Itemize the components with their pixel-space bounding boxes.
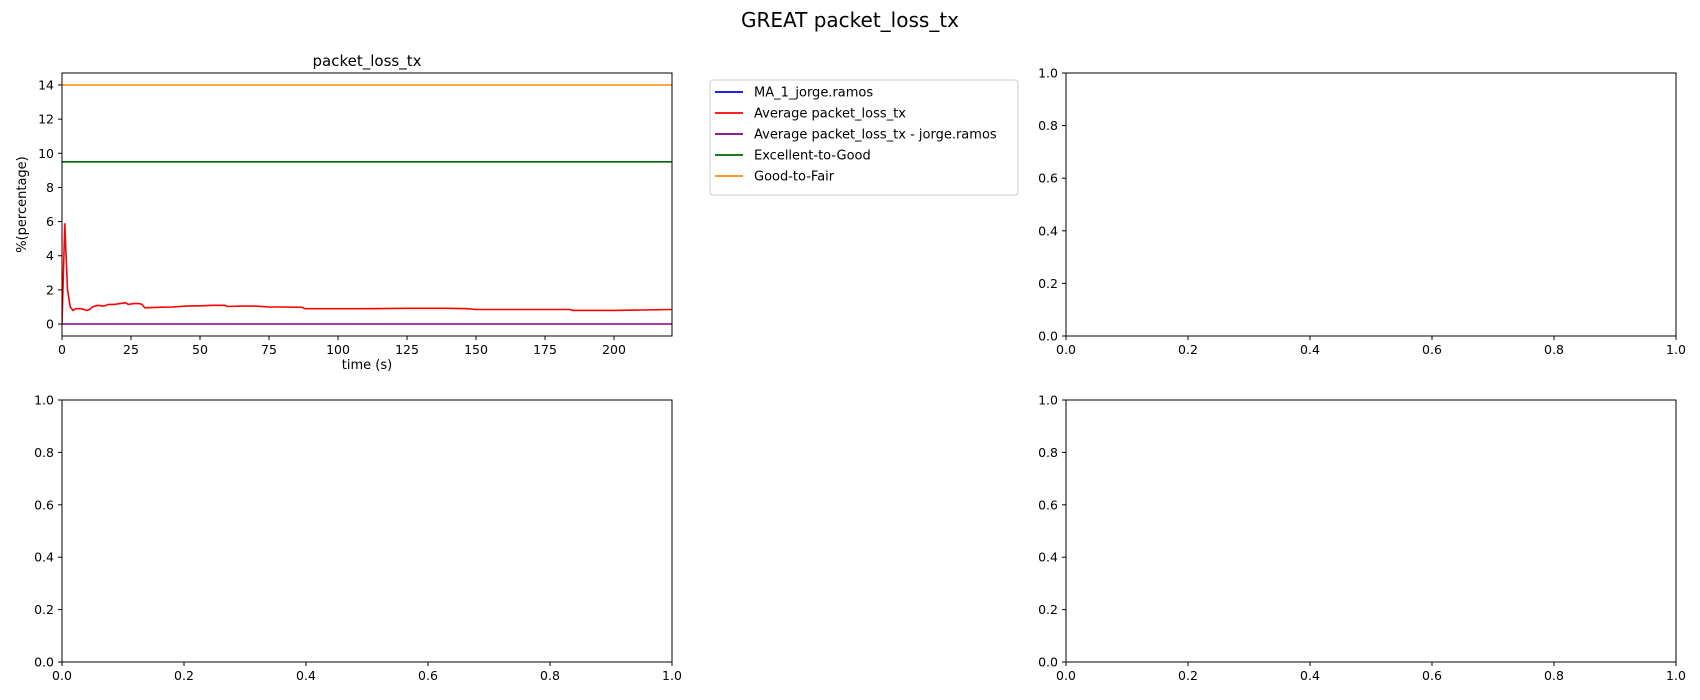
y-tick-label: 0.0 xyxy=(1038,329,1058,344)
x-tick-label: 50 xyxy=(192,342,208,357)
legend-box xyxy=(709,79,1019,196)
x-tick-label: 0.4 xyxy=(296,668,316,683)
x-tick-label: 0.0 xyxy=(1056,668,1076,683)
x-tick-label: 0.6 xyxy=(418,668,438,683)
axes-frame xyxy=(61,72,673,337)
legend-entry: Good-to-Fair xyxy=(754,170,835,185)
y-tick-label: 0.8 xyxy=(34,445,54,460)
axes-frame xyxy=(1065,399,1677,663)
x-tick-label: 0.2 xyxy=(174,668,194,683)
x-tick-label: 0.2 xyxy=(1178,668,1198,683)
x-tick-label: 0.2 xyxy=(1178,342,1198,357)
y-axis-label: %(percentage) xyxy=(15,156,30,253)
chart-panel-top-right: 0.0 0.2 0.4 0.6 0.8 1.0 0.0 0.2 0.4 0.6 0.8 1.0 xyxy=(1038,66,1686,358)
x-tick-label: 200 xyxy=(602,342,626,357)
series-line-average xyxy=(62,223,672,325)
x-tick-label: 0.4 xyxy=(1300,342,1320,357)
y-tick-label: 0.6 xyxy=(1038,171,1058,186)
y-tick-label: 0.0 xyxy=(34,655,54,670)
y-tick-label: 2 xyxy=(46,282,54,297)
x-tick-label: 0.8 xyxy=(540,668,560,683)
y-tick-label: 0.2 xyxy=(34,602,54,617)
x-tick-label: 0.8 xyxy=(1544,342,1564,357)
x-tick-label: 1.0 xyxy=(1666,668,1686,683)
x-tick-label: 0.4 xyxy=(1300,668,1320,683)
y-tick-label: 0.8 xyxy=(1038,118,1058,133)
x-tick-label: 0.8 xyxy=(1544,668,1564,683)
legend-entry: MA_1_jorge.ramos xyxy=(754,86,873,101)
x-tick-label: 1.0 xyxy=(1666,342,1686,357)
x-tick-label: 0.6 xyxy=(1422,668,1442,683)
y-tick-label: 1.0 xyxy=(1038,393,1058,408)
x-tick-label: 175 xyxy=(533,342,557,357)
y-tick-label: 0 xyxy=(46,317,54,332)
chart-panel-top-left: 0 25 50 75 100 125 150 175 200 0 2 4 6 8 10 12 14 packet_… xyxy=(15,52,1019,373)
x-tick-label: 1.0 xyxy=(662,668,682,683)
y-tick-label: 0.4 xyxy=(1038,550,1058,565)
figure-title: GREAT packet_loss_tx xyxy=(740,8,959,32)
y-tick-label: 0.6 xyxy=(34,497,54,512)
x-tick-label: 0.6 xyxy=(1422,342,1442,357)
x-axis-label: time (s) xyxy=(342,358,392,373)
x-tick-label: 150 xyxy=(464,342,488,357)
legend-entry: Excellent-to-Good xyxy=(754,149,871,164)
y-tick-label: 10 xyxy=(38,146,54,161)
x-tick-label: 125 xyxy=(395,342,419,357)
x-tick-label: 100 xyxy=(326,342,350,357)
legend-entry: Average packet_loss_tx xyxy=(754,107,906,122)
x-tick-label: 0.0 xyxy=(1056,342,1076,357)
chart-title: packet_loss_tx xyxy=(313,52,422,71)
x-tick-label: 0 xyxy=(58,342,66,357)
y-tick-label: 0.6 xyxy=(1038,497,1058,512)
y-tick-label: 4 xyxy=(46,248,54,263)
y-tick-label: 6 xyxy=(46,214,54,229)
y-tick-label: 1.0 xyxy=(34,393,54,408)
y-tick-label: 0.8 xyxy=(1038,445,1058,460)
x-tick-label: 75 xyxy=(261,342,277,357)
y-tick-label: 0.4 xyxy=(1038,223,1058,238)
y-tick-label: 0.4 xyxy=(34,550,54,565)
y-tick-label: 0.0 xyxy=(1038,655,1058,670)
x-tick-label: 25 xyxy=(123,342,139,357)
y-tick-label: 0.2 xyxy=(1038,602,1058,617)
y-tick-label: 14 xyxy=(38,77,54,92)
x-tick-label: 0.0 xyxy=(52,668,72,683)
legend-entry: Average packet_loss_tx - jorge.ramos xyxy=(754,128,997,143)
y-tick-label: 0.2 xyxy=(1038,276,1058,291)
y-tick-label: 1.0 xyxy=(1038,66,1058,81)
chart-panel-bottom-left: 0.0 0.2 0.4 0.6 0.8 1.0 0.0 0.2 0.4 0.6 0.8 1.0 xyxy=(34,393,682,684)
axes-frame xyxy=(61,399,673,663)
y-tick-label: 12 xyxy=(38,112,54,127)
axes-frame xyxy=(1065,72,1677,337)
legend: MA_1_jorge.ramos Average packet_loss_tx Av… xyxy=(709,79,1019,196)
chart-panel-bottom-right: 0.0 0.2 0.4 0.6 0.8 1.0 0.0 0.2 0.4 0.6 0.8 1.0 xyxy=(1038,393,1686,684)
y-tick-label: 8 xyxy=(46,180,54,195)
